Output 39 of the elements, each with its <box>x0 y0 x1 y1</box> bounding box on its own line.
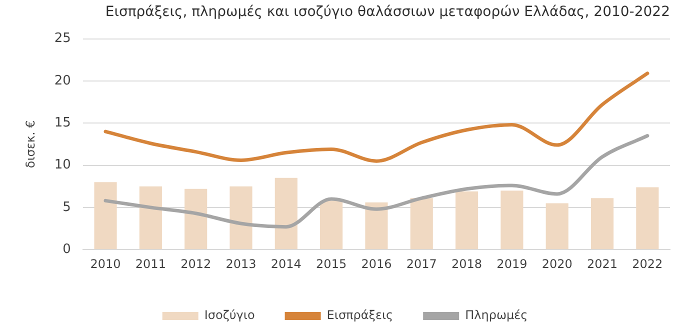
bar <box>94 182 117 250</box>
legend-label: Εισπράξεις <box>326 308 394 322</box>
x-tick-label: 2017 <box>406 256 437 271</box>
bar <box>320 200 343 250</box>
bar <box>456 191 478 250</box>
y-tick-label: 15 <box>54 115 71 130</box>
x-tick-label: 2021 <box>586 256 618 271</box>
x-tick-label: 2010 <box>90 256 121 271</box>
bar <box>184 188 208 250</box>
x-tick-label: 2011 <box>135 256 166 271</box>
bar <box>230 186 252 250</box>
y-axis-title: δισεκ. € <box>23 120 38 168</box>
y-tick-label: 20 <box>54 73 71 88</box>
bar <box>365 202 388 250</box>
bar <box>274 178 298 250</box>
x-tick-label: 2016 <box>361 256 392 271</box>
bar <box>410 198 433 250</box>
x-tick-label: 2014 <box>270 256 302 271</box>
legend-label: Ισοζύγιο <box>204 308 255 322</box>
y-tick-label: 25 <box>54 31 71 46</box>
x-tick-label: 2018 <box>452 256 482 271</box>
x-tick-label: 2019 <box>496 256 528 271</box>
legend-label: Πληρωμές <box>465 308 528 322</box>
y-tick-label: 5 <box>62 200 71 215</box>
x-tick-label: 2020 <box>542 256 572 271</box>
x-tick-label: 2012 <box>180 256 212 271</box>
bar <box>546 203 568 250</box>
y-tick-label: 0 <box>62 242 71 257</box>
y-tick-label: 10 <box>54 158 71 173</box>
x-tick-label: 2022 <box>632 256 663 271</box>
chart-title: Εισπράξεις, πληρωμές και ισοζύγιο θαλάσσιων μεταφορών Ελλάδας, 2010-2022 <box>105 4 670 20</box>
bar <box>590 198 614 250</box>
line-series <box>104 72 650 163</box>
bar <box>500 190 524 250</box>
line-series <box>104 134 650 229</box>
bar <box>636 187 659 250</box>
x-tick-label: 2013 <box>226 256 256 271</box>
bar <box>139 186 162 250</box>
x-tick-label: 2015 <box>316 256 347 271</box>
